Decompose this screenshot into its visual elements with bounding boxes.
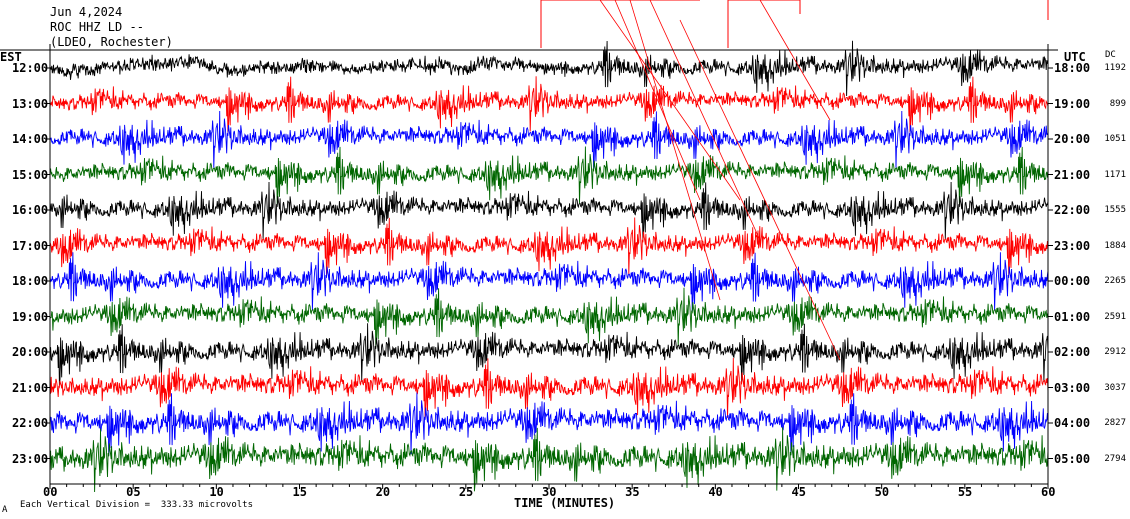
utc-hour-label: 01:00 bbox=[1054, 309, 1091, 324]
event-streak-line bbox=[614, 0, 701, 201]
dc-offset-value: 2591 bbox=[1104, 311, 1126, 322]
x-tick-label: 30 bbox=[542, 485, 557, 499]
event-streak-line bbox=[629, 0, 721, 301]
est-hour-label: 23:00 bbox=[12, 451, 49, 466]
utc-hour-label: 20:00 bbox=[1054, 132, 1091, 146]
seismogram-trace-1700 bbox=[49, 217, 1049, 276]
est-hour-label: 14:00 bbox=[12, 132, 49, 146]
event-streak-line bbox=[649, 0, 761, 241]
dc-offset-value: 1555 bbox=[1104, 205, 1126, 215]
x-tick-label: 05 bbox=[126, 485, 141, 499]
dc-column-title: DC bbox=[1105, 50, 1116, 60]
utc-hour-label: 22:00 bbox=[1054, 203, 1091, 217]
x-tick-label: 45 bbox=[791, 485, 806, 499]
dc-offset-value: 899 bbox=[1109, 98, 1126, 109]
seismogram-trace-1400 bbox=[49, 110, 1049, 169]
dc-offset-value: 1051 bbox=[1104, 134, 1126, 144]
utc-hour-label: 04:00 bbox=[1054, 416, 1091, 430]
x-tick-label: 60 bbox=[1041, 485, 1056, 499]
x-tick-label: 20 bbox=[375, 485, 391, 499]
est-axis-title: EST bbox=[0, 50, 22, 64]
utc-hour-label: 23:00 bbox=[1054, 238, 1091, 253]
seismogram-trace-1800 bbox=[49, 252, 1049, 312]
seismogram-trace-1300 bbox=[49, 76, 1049, 133]
seismogram-trace-2300 bbox=[49, 427, 1049, 493]
utc-hour-label: 19:00 bbox=[1054, 96, 1091, 111]
station-id: ROC HHZ LD -- bbox=[50, 20, 144, 34]
dc-offset-value: 2912 bbox=[1104, 347, 1126, 357]
utc-hour-label: 00:00 bbox=[1054, 274, 1091, 288]
est-hour-label: 16:00 bbox=[12, 203, 49, 217]
est-hour-label: 21:00 bbox=[12, 380, 49, 395]
seismogram-trace-1900 bbox=[49, 287, 1049, 348]
seismogram-trace-1600 bbox=[49, 181, 1049, 240]
est-hour-label: 17:00 bbox=[12, 238, 49, 253]
est-hour-label: 18:00 bbox=[12, 274, 49, 288]
event-streak-line bbox=[599, 0, 741, 201]
station-location: (LDEO, Rochester) bbox=[50, 35, 173, 49]
utc-hour-label: 03:00 bbox=[1054, 380, 1091, 395]
seismogram-trace-2000 bbox=[49, 323, 1049, 386]
utc-hour-label: 05:00 bbox=[1054, 451, 1091, 466]
event-streak-line bbox=[759, 0, 831, 121]
x-tick-label: 15 bbox=[292, 485, 307, 499]
event-streak-line bbox=[679, 19, 841, 361]
utc-hour-label: 21:00 bbox=[1054, 167, 1091, 182]
dc-offset-value: 2794 bbox=[1104, 453, 1126, 464]
seismogram-traces bbox=[49, 40, 1049, 493]
seismogram-trace-2200 bbox=[49, 392, 1049, 456]
est-hour-label: 22:00 bbox=[12, 416, 49, 430]
est-hour-label: 20:00 bbox=[12, 345, 49, 359]
est-hour-label: 15:00 bbox=[12, 167, 49, 182]
seismogram-trace-2100 bbox=[49, 357, 1049, 419]
seismogram-trace-1200 bbox=[49, 40, 1049, 97]
dc-offset-value: 3037 bbox=[1104, 382, 1126, 393]
dc-offset-value: 1192 bbox=[1104, 63, 1126, 73]
x-tick-label: 40 bbox=[708, 485, 723, 499]
x-tick-label: 00 bbox=[43, 485, 58, 499]
est-hour-label: 19:00 bbox=[12, 309, 49, 324]
est-hour-label: 13:00 bbox=[12, 96, 49, 111]
utc-hour-label: 18:00 bbox=[1054, 61, 1091, 75]
scale-note: Each Vertical Division = 333.33 microvol… bbox=[20, 500, 253, 510]
utc-axis-title: UTC bbox=[1064, 50, 1086, 64]
x-tick-label: 55 bbox=[957, 485, 973, 499]
corner-mark: A bbox=[2, 505, 8, 515]
x-tick-label: 50 bbox=[874, 485, 890, 499]
est-hour-label: 12:00 bbox=[12, 61, 49, 75]
date-title: Jun 4,2024 bbox=[50, 5, 123, 19]
dc-offset-value: 2265 bbox=[1104, 276, 1126, 286]
dc-offset-value: 2827 bbox=[1104, 418, 1126, 428]
time-axis bbox=[0, 44, 1058, 489]
dc-offset-value: 1171 bbox=[1104, 169, 1126, 180]
x-tick-label: 10 bbox=[209, 485, 224, 499]
seismogram-trace-1500 bbox=[49, 146, 1049, 205]
dc-offset-value: 1884 bbox=[1104, 240, 1126, 251]
x-tick-label: 35 bbox=[625, 485, 640, 499]
x-tick-label: 25 bbox=[458, 485, 474, 499]
x-axis-label: TIME (MINUTES) bbox=[514, 496, 616, 510]
utc-hour-label: 02:00 bbox=[1054, 345, 1091, 359]
